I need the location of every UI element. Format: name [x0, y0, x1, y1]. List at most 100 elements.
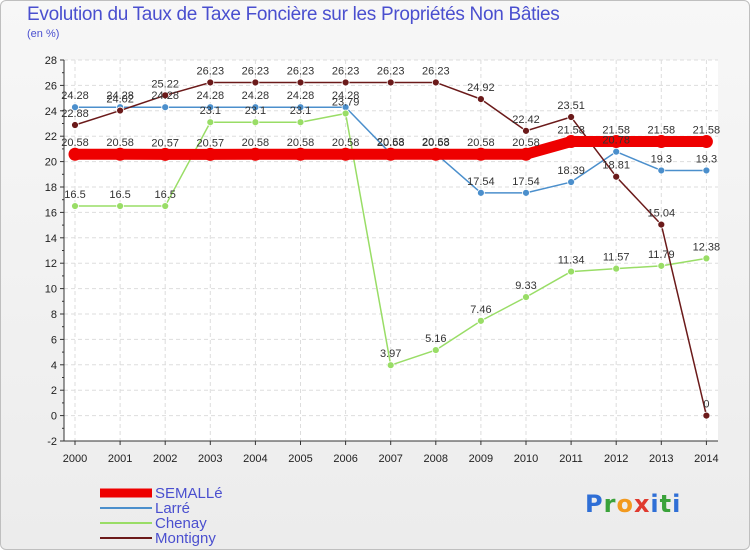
- data-point-chenay: [567, 267, 575, 276]
- data-label-larr: 24.28: [197, 90, 225, 102]
- data-label-montigny: 26.23: [422, 65, 450, 77]
- data-point-chenay: [476, 316, 485, 325]
- data-label-semall: 20.58: [467, 137, 495, 149]
- legend-label-semall: SEMALLé: [155, 485, 223, 502]
- y-tick-label: 6: [51, 334, 57, 346]
- data-label-montigny: 22.42: [512, 114, 540, 126]
- data-point-montigny: [296, 78, 305, 87]
- data-point-chenay: [522, 293, 530, 302]
- data-label-chenay: 16.5: [154, 189, 175, 201]
- data-label-larr: 24.28: [287, 90, 315, 102]
- data-point-semall: [519, 147, 533, 161]
- data-label-montigny: 26.23: [377, 65, 405, 77]
- data-point-larr: [612, 147, 621, 156]
- data-label-larr: 24.28: [332, 90, 360, 102]
- data-label-montigny: 0: [703, 399, 709, 411]
- data-label-chenay: 16.5: [109, 189, 130, 201]
- data-label-chenay: 12.38: [693, 241, 721, 253]
- data-label-larr: 24.28: [151, 90, 179, 102]
- data-point-larr: [657, 166, 666, 175]
- data-point-montigny: [431, 78, 440, 87]
- x-tick-label: 2005: [288, 453, 312, 465]
- data-point-semall: [158, 147, 172, 161]
- y-tick-label: 18: [45, 182, 57, 194]
- data-point-chenay: [116, 202, 124, 210]
- legend-label-chenay: Chenay: [155, 515, 207, 532]
- y-tick-label: 26: [45, 80, 57, 92]
- data-label-semall: 21.58: [648, 125, 676, 137]
- y-tick-label: 16: [45, 207, 57, 219]
- data-point-larr: [567, 178, 575, 186]
- data-point-larr: [296, 103, 305, 112]
- data-label-larr: 20.63: [377, 137, 405, 149]
- data-label-larr: 24.28: [242, 90, 270, 102]
- series-lines: [68, 78, 713, 420]
- data-point-montigny: [702, 411, 711, 420]
- data-point-chenay: [431, 346, 440, 354]
- data-label-chenay: 9.33: [515, 280, 536, 292]
- data-point-larr: [251, 103, 260, 112]
- data-label-montigny: 22.88: [61, 108, 89, 120]
- data-point-semall: [429, 147, 443, 161]
- x-tick-label: 2014: [694, 453, 718, 465]
- data-point-montigny: [522, 126, 530, 135]
- data-label-semall: 20.58: [332, 137, 360, 149]
- data-point-montigny: [386, 78, 395, 87]
- data-label-larr: 17.54: [467, 176, 495, 188]
- data-point-semall: [203, 147, 217, 161]
- x-tick-label: 2006: [333, 453, 357, 465]
- series-chenay: [71, 109, 711, 370]
- data-label-semall: 21.58: [693, 125, 721, 137]
- data-point-montigny: [71, 121, 79, 129]
- data-label-larr: 24.28: [106, 90, 134, 102]
- data-point-montigny: [251, 78, 260, 87]
- data-label-semall: 20.58: [422, 137, 450, 149]
- data-label-semall: 20.57: [151, 137, 179, 149]
- data-point-chenay: [206, 118, 215, 127]
- data-point-larr: [161, 103, 170, 112]
- data-point-montigny: [657, 220, 666, 229]
- y-tick-label: 8: [51, 309, 57, 321]
- y-tick-label: 2: [51, 385, 57, 397]
- data-label-montigny: 26.23: [242, 65, 270, 77]
- data-point-semall: [384, 147, 398, 161]
- x-tick-label: 2012: [604, 453, 628, 465]
- data-point-semall: [113, 147, 127, 161]
- legend-label-montigny: Montigny: [155, 530, 216, 547]
- data-point-chenay: [386, 361, 395, 370]
- x-tick-label: 2007: [378, 453, 402, 465]
- data-point-chenay: [71, 202, 79, 210]
- series-montigny: [71, 78, 711, 420]
- data-label-larr: 20.78: [602, 135, 630, 147]
- data-label-chenay: 23.1: [245, 105, 266, 117]
- data-label-larr: 20.63: [422, 137, 450, 149]
- data-label-semall: 21.58: [557, 125, 585, 137]
- data-point-montigny: [206, 78, 215, 87]
- data-label-semall: 20.58: [512, 137, 540, 149]
- y-tick-label: 28: [45, 55, 57, 67]
- x-tick-label: 2003: [198, 453, 222, 465]
- data-label-montigny: 24.02: [106, 94, 134, 106]
- proxiti-logo: Proxiti: [585, 490, 682, 518]
- y-tick-label: 4: [51, 360, 57, 372]
- x-tick-label: 2004: [243, 453, 267, 465]
- data-point-semall: [339, 147, 353, 161]
- chart-subtitle: (en %): [27, 28, 60, 40]
- data-point-semall: [699, 135, 713, 149]
- data-label-montigny: 18.81: [602, 160, 630, 172]
- data-label-chenay: 11.57: [603, 252, 630, 264]
- data-point-semall: [68, 147, 82, 161]
- data-point-chenay: [612, 264, 621, 273]
- data-label-larr: 18.39: [557, 165, 585, 177]
- data-label-montigny: 23.51: [557, 100, 585, 112]
- y-tick-label: 12: [45, 258, 57, 270]
- data-labels: 24.28 24.28 24.28 24.28 24.28 24.28 24.28 20.63…: [61, 65, 720, 410]
- series-semall: [68, 135, 713, 161]
- data-label-chenay: 7.46: [470, 304, 491, 316]
- data-point-larr: [702, 166, 711, 175]
- y-tick-label: 24: [45, 106, 57, 118]
- y-tick-label: 20: [45, 157, 57, 169]
